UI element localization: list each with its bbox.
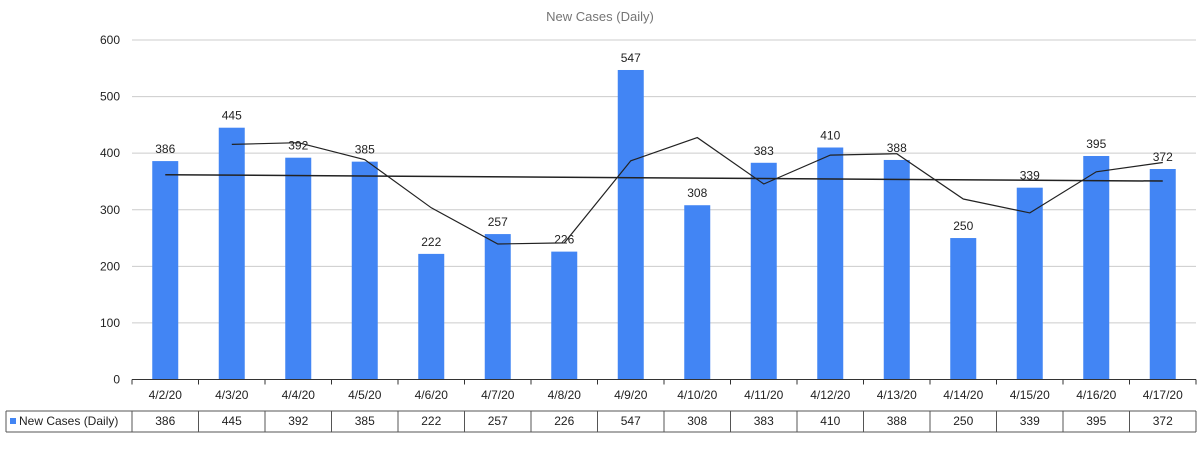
bar <box>1016 187 1043 380</box>
bar <box>750 162 777 380</box>
bar <box>950 238 977 380</box>
x-tick-label: 4/11/20 <box>744 388 783 402</box>
table-cell: 547 <box>621 414 641 428</box>
table-cell: 445 <box>222 414 242 428</box>
x-tick-label: 4/12/20 <box>810 388 850 402</box>
x-tick-label: 4/5/20 <box>348 388 382 402</box>
data-label: 257 <box>488 215 508 229</box>
bar <box>285 157 312 380</box>
table-cell: 386 <box>155 414 175 428</box>
table-cell: 385 <box>355 414 375 428</box>
bar <box>152 161 179 380</box>
bar <box>684 205 711 380</box>
x-tick-label: 4/9/20 <box>614 388 648 402</box>
data-label: 547 <box>621 51 641 65</box>
trend-line <box>165 173 1163 182</box>
data-label: 386 <box>155 142 175 156</box>
bar <box>817 147 844 380</box>
data-table: New Cases (Daily) 386 445 392 385 222 257 226 54… <box>5 410 1197 433</box>
table-cell: 308 <box>687 414 707 428</box>
table-cell: 388 <box>887 414 907 428</box>
x-tick-label: 4/10/20 <box>677 388 717 402</box>
y-tick-label: 200 <box>100 259 120 273</box>
bar <box>1083 155 1110 380</box>
y-tick-label: 100 <box>100 316 120 330</box>
bar <box>551 251 578 380</box>
table-cell: 395 <box>1086 414 1106 428</box>
y-tick-label: 600 <box>100 33 120 47</box>
y-tick-label: 300 <box>100 203 120 217</box>
x-tick-label: 4/7/20 <box>481 388 515 402</box>
data-label: 388 <box>887 141 907 155</box>
data-label: 222 <box>421 235 441 249</box>
y-tick-label: 500 <box>100 90 120 104</box>
legend-swatch <box>10 418 16 424</box>
bar <box>617 69 644 380</box>
bar <box>1149 169 1176 380</box>
x-tick-label: 4/15/20 <box>1010 388 1050 402</box>
x-tick-label: 4/6/20 <box>415 388 449 402</box>
data-label: 385 <box>355 143 375 157</box>
data-label: 308 <box>687 186 707 200</box>
x-tick-label: 4/2/20 <box>149 388 183 402</box>
data-label: 383 <box>754 144 774 158</box>
table-cell: 339 <box>1020 414 1040 428</box>
y-tick-label: 400 <box>100 146 120 160</box>
bar <box>418 253 445 380</box>
bar <box>351 161 378 380</box>
data-label: 339 <box>1020 169 1040 183</box>
table-cell: 250 <box>953 414 973 428</box>
bar <box>218 127 245 380</box>
bar <box>883 159 910 380</box>
table-cell: 257 <box>488 414 508 428</box>
x-tick-label: 4/17/20 <box>1143 388 1183 402</box>
data-label: 410 <box>820 129 840 143</box>
bar <box>484 234 511 380</box>
legend-label: New Cases (Daily) <box>19 414 118 428</box>
x-tick-label: 4/4/20 <box>282 388 316 402</box>
x-tick-label: 4/3/20 <box>215 388 249 402</box>
overlay-lines <box>165 136 1163 245</box>
chart-title: New Cases (Daily) <box>546 9 654 24</box>
table-cell: 392 <box>288 414 308 428</box>
table-cell: 372 <box>1153 414 1173 428</box>
x-tick-label: 4/16/20 <box>1076 388 1116 402</box>
table-cell: 222 <box>421 414 441 428</box>
data-label: 392 <box>288 139 308 153</box>
y-tick-label: 0 <box>113 373 120 387</box>
data-label: 372 <box>1153 150 1173 164</box>
x-tick-label: 4/14/20 <box>943 388 983 402</box>
table-cell: 226 <box>554 414 574 428</box>
data-label: 250 <box>953 219 973 233</box>
data-label: 395 <box>1086 137 1106 151</box>
x-tick-label: 4/13/20 <box>877 388 917 402</box>
x-tick-label: 4/8/20 <box>548 388 582 402</box>
table-cell: 410 <box>820 414 840 428</box>
data-label: 445 <box>222 109 242 123</box>
table-cell: 383 <box>754 414 774 428</box>
axes: 0 100 200 300 400 500 600 4/2/20 4/3/20 4/4/20 4/5… <box>100 33 1197 402</box>
